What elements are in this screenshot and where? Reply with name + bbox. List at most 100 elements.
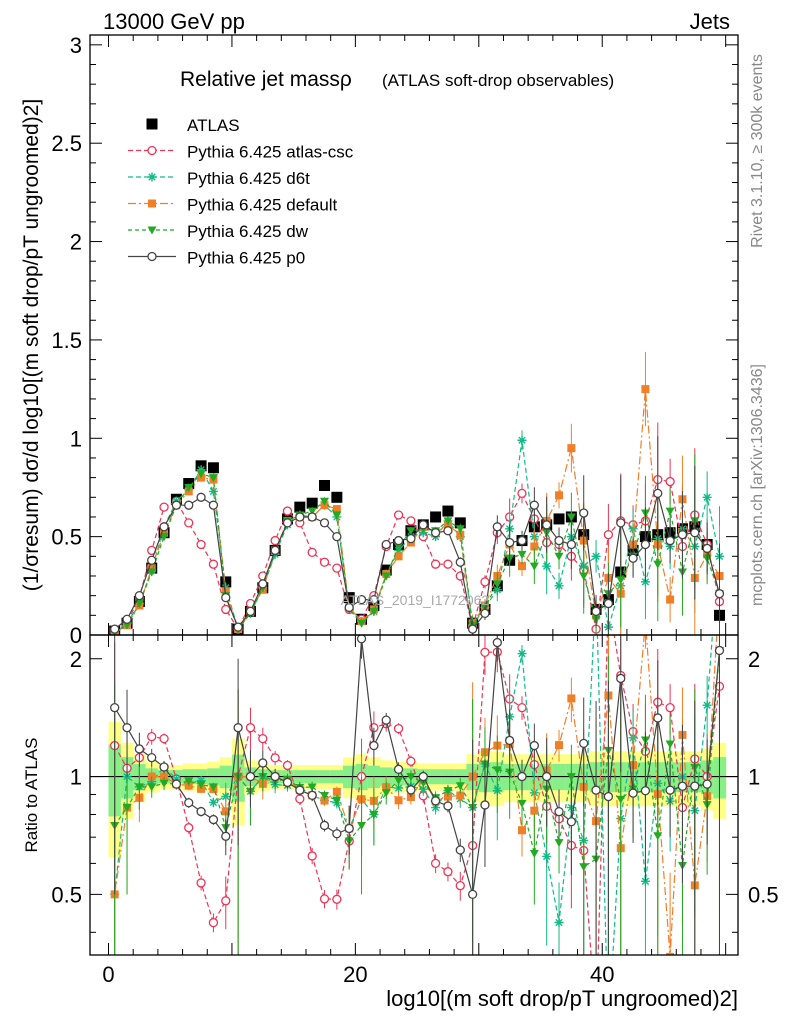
- header-left: 13000 GeV pp: [103, 9, 245, 34]
- marker: [295, 794, 305, 804]
- marker: [159, 522, 169, 532]
- marker: [542, 851, 552, 861]
- marker: [443, 801, 453, 811]
- marker: [394, 542, 404, 551]
- marker: [332, 829, 342, 839]
- frames: [89, 34, 739, 956]
- marker: [208, 917, 219, 928]
- marker: [307, 512, 317, 522]
- marker: [307, 547, 317, 558]
- ratio-plot-frame: [89, 634, 739, 956]
- marker: [616, 518, 626, 528]
- marker: [603, 598, 614, 609]
- legend-label: Pythia 6.425 dw: [187, 222, 309, 241]
- marker: [431, 803, 441, 813]
- x-axis-label: log10[(m soft drop/pT ungroomed)2]: [386, 986, 738, 1011]
- marker: [221, 896, 231, 906]
- marker: [171, 779, 182, 789]
- y-tick-label: 2: [70, 230, 82, 255]
- marker: [270, 545, 280, 556]
- marker: [146, 118, 158, 130]
- legend-label: Pythia 6.425 d6t: [187, 169, 310, 188]
- marker: [640, 876, 650, 886]
- marker: [442, 505, 454, 517]
- marker: [554, 581, 564, 591]
- marker: [517, 550, 527, 559]
- marker: [122, 621, 132, 630]
- marker: [517, 535, 527, 546]
- marker: [579, 572, 589, 581]
- marker: [208, 474, 218, 483]
- marker: [517, 435, 527, 445]
- marker: [665, 476, 675, 487]
- marker: [467, 624, 478, 634]
- marker: [714, 645, 725, 656]
- marker: [529, 562, 539, 571]
- marker: [208, 814, 219, 825]
- marker: [208, 559, 219, 569]
- marker: [320, 497, 330, 506]
- marker: [171, 500, 182, 510]
- marker: [455, 557, 465, 567]
- marker: [665, 507, 675, 516]
- marker: [332, 894, 342, 904]
- chart-subtitle: (ATLAS soft-drop observables): [382, 71, 614, 90]
- marker: [603, 530, 614, 540]
- marker: [616, 673, 626, 684]
- marker: [332, 563, 342, 573]
- marker: [258, 773, 268, 782]
- marker: [381, 789, 391, 798]
- marker: [221, 592, 231, 603]
- marker: [233, 622, 243, 632]
- y-axis-label-top: (1/σresum) dσ/d log10[(m soft drop/pT un…: [20, 99, 43, 591]
- marker: [332, 787, 341, 796]
- marker: [492, 766, 502, 775]
- marker: [147, 568, 157, 577]
- legend-entry-0: ATLAS: [146, 116, 240, 135]
- marker: [208, 783, 218, 792]
- legend-entry-2: Pythia 6.425 d6t: [128, 169, 310, 188]
- marker: [603, 791, 614, 802]
- marker: [122, 804, 132, 813]
- marker: [430, 796, 441, 806]
- marker: [307, 507, 317, 516]
- marker: [394, 796, 403, 805]
- series-line: [114, 493, 721, 631]
- legend-label: Pythia 6.425 atlas-csc: [187, 143, 354, 162]
- marker: [518, 826, 526, 835]
- marker: [567, 444, 576, 453]
- marker: [554, 918, 564, 928]
- text-layer: 0 20 40 0 0.5 1 1.5 2 2.5 3 0.5 0.5 1 1 2 2 13000 GeV pp…: [20, 9, 779, 1011]
- marker: [566, 773, 576, 782]
- marker: [529, 849, 539, 858]
- legend-entry-5: Pythia 6.425 p0: [128, 249, 305, 268]
- y-axis-label-ratio: Ratio to ATLAS: [22, 738, 41, 853]
- marker: [171, 774, 181, 784]
- marker: [208, 486, 218, 496]
- marker: [418, 784, 428, 794]
- marker: [282, 518, 293, 528]
- marker: [454, 517, 466, 529]
- marker: [332, 511, 342, 520]
- legend-entry-4: Pythia 6.425 dw: [128, 222, 309, 241]
- marker: [258, 733, 268, 744]
- marker: [394, 783, 404, 793]
- marker: [714, 589, 725, 599]
- marker: [344, 823, 354, 834]
- y-tick-label: 0.5: [51, 525, 82, 550]
- marker: [517, 703, 527, 713]
- marker: [294, 501, 306, 513]
- marker: [208, 500, 219, 510]
- watermark: ATLAS_2019_I1772062: [341, 592, 490, 608]
- marker: [295, 512, 305, 522]
- marker: [307, 851, 317, 861]
- marker: [555, 491, 564, 500]
- marker: [110, 624, 120, 634]
- x-tick-label: 20: [343, 962, 367, 987]
- marker: [480, 800, 490, 810]
- x-tick-label: 40: [590, 962, 614, 987]
- marker: [134, 591, 145, 601]
- y-tick-label: 1: [70, 426, 82, 451]
- marker: [196, 492, 206, 502]
- marker: [147, 172, 157, 182]
